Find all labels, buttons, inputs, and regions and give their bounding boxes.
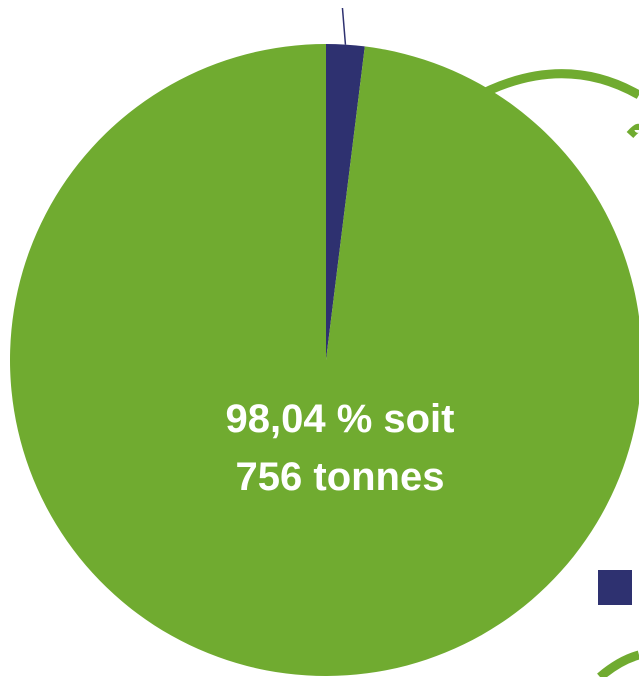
- label-line: 98,04 % soit: [225, 397, 454, 441]
- label-line: 756 tonnes: [236, 455, 445, 499]
- decor-arc: [597, 650, 639, 677]
- pie-slice: [10, 44, 639, 676]
- slice-label: 98,04 % soit 756 tonnes: [225, 397, 454, 499]
- pie-slice: [326, 44, 365, 360]
- legend-marker: [598, 570, 632, 605]
- slice-label: 1,96 % soit 15 tonnes: [148, 0, 451, 1]
- decor-arc: [467, 69, 639, 104]
- leader-line: [341, 7, 347, 45]
- decor-arc: [626, 123, 639, 139]
